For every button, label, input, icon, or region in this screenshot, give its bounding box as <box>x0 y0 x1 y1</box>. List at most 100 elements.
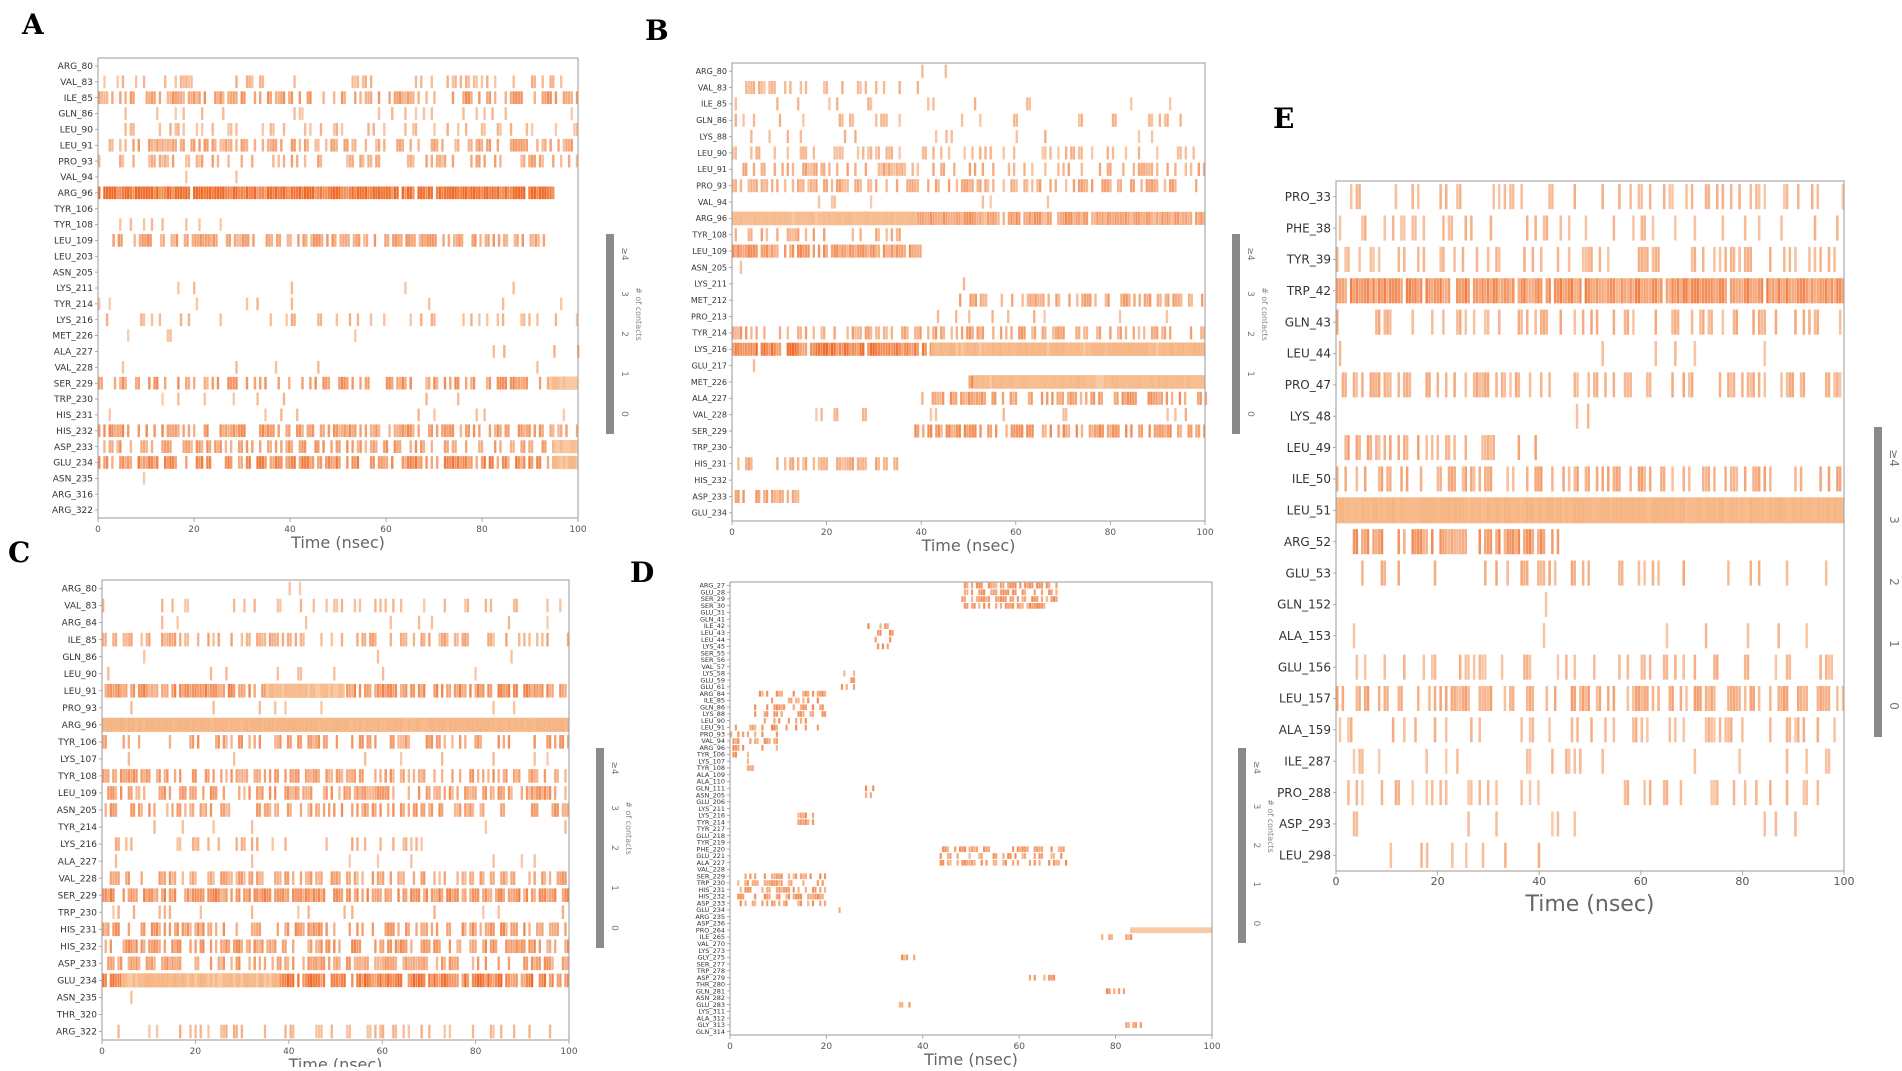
heat-cell <box>737 343 739 356</box>
heat-cell <box>1031 424 1033 437</box>
heat-cell <box>473 75 475 88</box>
heat-cell <box>958 212 960 225</box>
heat-cell <box>1105 294 1107 307</box>
heat-cell <box>460 186 462 199</box>
heat-cell <box>390 633 392 647</box>
heat-cell <box>1178 294 1180 307</box>
heat-cell <box>761 163 763 176</box>
heat-cell <box>571 139 573 152</box>
heat-cell <box>349 786 351 800</box>
heat-cell <box>536 313 538 326</box>
heat-cell <box>223 786 225 800</box>
heat-cell <box>212 871 214 885</box>
heat-cell <box>520 440 522 453</box>
heat-cell <box>405 837 407 851</box>
heat-cell <box>546 888 548 902</box>
heat-cell <box>474 684 476 698</box>
heat-cell <box>966 589 968 595</box>
heat-cell <box>534 957 536 971</box>
heat-cell <box>269 786 271 800</box>
heat-cell <box>904 245 906 258</box>
heat-cell <box>185 377 187 390</box>
heat-cell <box>831 179 833 192</box>
x-tick-label: 80 <box>1105 528 1117 538</box>
heat-cell <box>1490 278 1493 303</box>
heat-cell <box>205 684 207 698</box>
heat-cell <box>428 786 430 800</box>
heat-cell <box>161 393 163 406</box>
heat-cell <box>1481 278 1484 303</box>
heat-cell <box>310 786 312 800</box>
heat-cell <box>474 939 476 953</box>
heat-cell <box>506 234 508 247</box>
heat-cell <box>436 139 438 152</box>
heat-cell <box>562 905 564 919</box>
heat-cell <box>1520 278 1523 303</box>
heat-cell <box>1002 589 1004 595</box>
heat-cell <box>315 888 317 902</box>
heat-cell <box>256 456 258 469</box>
heat-cell <box>331 871 333 885</box>
heat-cell <box>1610 278 1613 303</box>
heat-cell <box>238 939 240 953</box>
heat-cell <box>125 871 127 885</box>
heat-cell <box>1378 278 1381 303</box>
heat-cell <box>274 769 276 783</box>
heat-cell <box>320 633 322 647</box>
heat-cell <box>420 1025 422 1039</box>
heat-cell <box>787 146 789 159</box>
heat-cell <box>402 456 404 469</box>
heat-cell <box>205 803 207 817</box>
heat-cell <box>444 456 446 469</box>
heat-cell <box>888 245 890 258</box>
heat-cell <box>407 186 409 199</box>
heat-cell <box>1164 179 1166 192</box>
heat-cell <box>1495 278 1498 303</box>
heat-cell <box>444 957 446 971</box>
heat-cell <box>1157 294 1159 307</box>
heat-cell <box>514 234 516 247</box>
heat-cell <box>961 114 963 127</box>
heat-cell <box>140 456 142 469</box>
heat-cell <box>747 765 749 771</box>
heat-cell <box>194 888 196 902</box>
heat-cell <box>732 745 734 751</box>
heat-cell <box>354 786 356 800</box>
heat-cell <box>503 735 505 749</box>
heat-cell <box>410 313 412 326</box>
heat-cell <box>1109 179 1111 192</box>
y-tick-label: HIS_232 <box>694 476 727 485</box>
heat-cell <box>188 440 190 453</box>
heat-cell <box>1109 424 1111 437</box>
heat-cell <box>184 234 186 247</box>
heat-cell <box>220 957 222 971</box>
heat-cell <box>972 424 974 437</box>
heat-cell <box>220 939 222 953</box>
heat-cell <box>246 888 248 902</box>
heat-cell <box>318 888 320 902</box>
heat-cell <box>1005 596 1007 602</box>
heat-cell <box>124 186 126 199</box>
heat-cell <box>201 456 203 469</box>
y-tick-label: TYR_108 <box>53 221 93 231</box>
heat-cell <box>1133 212 1135 225</box>
heat-cell <box>1055 583 1057 589</box>
heat-cell <box>507 456 509 469</box>
heat-cell <box>534 769 536 783</box>
heat-cell <box>241 633 243 647</box>
heat-cell <box>370 75 372 88</box>
heat-cell <box>938 179 940 192</box>
heat-cell <box>114 377 116 390</box>
heat-cell <box>323 957 325 971</box>
heat-cell <box>233 684 235 698</box>
heat-cell <box>362 186 364 199</box>
heat-cell <box>880 163 882 176</box>
heat-cell <box>1065 146 1067 159</box>
heat-cell <box>993 589 995 595</box>
heat-cell <box>365 377 367 390</box>
heat-cell <box>1190 163 1192 176</box>
heat-cell <box>215 888 217 902</box>
heat-cell <box>852 245 854 258</box>
heat-cell <box>1031 163 1033 176</box>
heat-cell <box>119 456 121 469</box>
